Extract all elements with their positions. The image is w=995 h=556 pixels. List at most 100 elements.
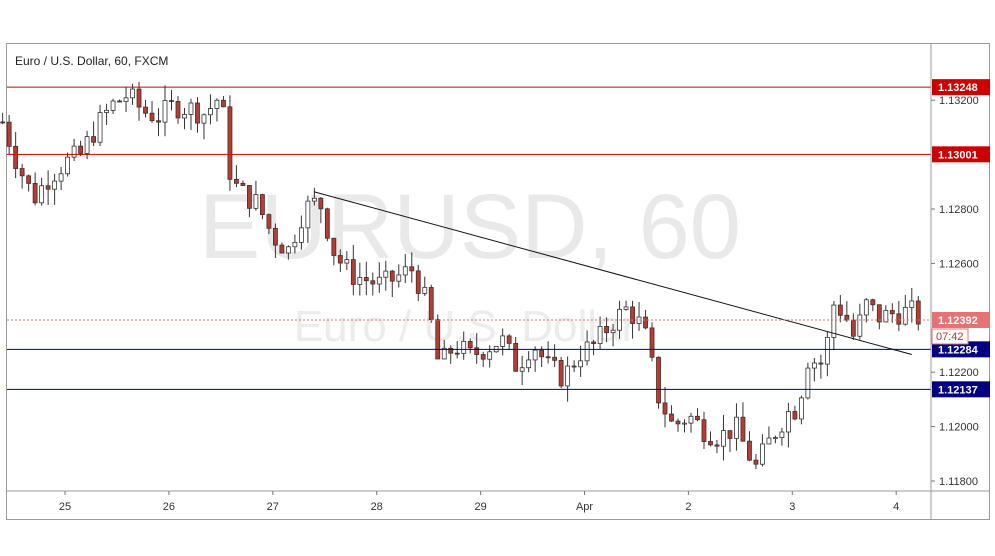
candle-body [78, 145, 83, 154]
candle-body [747, 440, 752, 461]
candle-body [396, 274, 402, 282]
candle-body [221, 99, 226, 108]
candle-body [461, 340, 467, 354]
candle-body [409, 266, 415, 272]
candle-body [422, 287, 428, 294]
candle-body [863, 299, 869, 316]
candle-body [357, 277, 363, 285]
candle-body [104, 109, 109, 113]
candle-body [591, 341, 596, 344]
candle-body [266, 214, 272, 229]
candle-body [773, 437, 778, 439]
candle-body [71, 145, 77, 158]
candle-body [214, 99, 220, 109]
support-tag [932, 381, 990, 398]
candle-body [130, 88, 135, 99]
candle-body [162, 100, 168, 123]
candle-body [383, 270, 389, 278]
candle-body [902, 307, 908, 325]
candle-body [363, 277, 369, 282]
candle-body [234, 178, 239, 184]
candle-body [441, 347, 447, 360]
candle-body [428, 287, 434, 320]
candle-body [474, 347, 480, 355]
candle-body [376, 276, 382, 285]
candle-body [578, 360, 584, 368]
y-tick-label: 1.12000 [939, 422, 979, 434]
candle-body [253, 194, 259, 209]
candle-body [714, 444, 720, 447]
candle-body [798, 397, 804, 420]
candle-body [779, 431, 785, 438]
candle-body [792, 411, 798, 420]
candle-body [467, 340, 473, 349]
candle-body [584, 341, 590, 362]
candle-body [169, 100, 174, 102]
candle-body [260, 194, 265, 215]
candle-body [136, 88, 142, 108]
candle-body [630, 306, 635, 324]
candle-body [84, 136, 90, 154]
candle-body [552, 356, 558, 361]
candle-body [415, 270, 421, 294]
candle-body [889, 310, 895, 315]
resistance-tag [932, 146, 990, 163]
levels-layer: 1.13248 1.13001 1.12284 1.12137 1.12392 07:42 [7, 79, 990, 398]
candle-body [292, 241, 298, 248]
candle-body [805, 367, 811, 399]
candle-body [643, 316, 648, 329]
candle-body [734, 416, 739, 439]
candle-body [448, 347, 454, 354]
candle-body [272, 227, 278, 246]
candle-body [837, 304, 843, 316]
candle-body [480, 354, 486, 360]
candle-body [26, 175, 32, 184]
candle-body [201, 114, 207, 124]
y-tick-label: 1.13200 [939, 95, 979, 107]
watermark-symbol: EURUSD, 60 [199, 176, 741, 278]
candle-body [65, 156, 70, 175]
chart-frame [6, 43, 990, 520]
candle-body [6, 121, 12, 147]
support-tag [932, 341, 990, 358]
candle-body [688, 415, 694, 424]
candle-body [305, 200, 311, 229]
candle-body [175, 100, 181, 119]
candle-body [143, 106, 148, 114]
candle-body [344, 259, 350, 264]
candle-body [149, 112, 155, 122]
candle-body [324, 208, 330, 239]
candle-body [526, 359, 532, 369]
candle-body [896, 313, 902, 325]
candle-body [545, 356, 551, 359]
candle-body [500, 335, 506, 347]
candle-body [915, 300, 921, 325]
x-tick-label: 27 [267, 501, 279, 513]
candle-body [695, 415, 700, 421]
candle-body [311, 197, 317, 202]
candle-body [831, 304, 837, 338]
candle-body [435, 319, 441, 360]
candle-body [760, 443, 765, 465]
candle-body [227, 106, 233, 180]
candle-body [870, 299, 876, 306]
candle-body [117, 100, 122, 103]
candle-body [350, 259, 356, 285]
candle-body [402, 266, 408, 276]
candle-body [740, 416, 746, 442]
x-tick-label: 28 [371, 501, 383, 513]
x-tick-label: 25 [59, 501, 71, 513]
resistance-tag-label: 1.13001 [938, 149, 978, 161]
candle-body [824, 336, 830, 365]
candle-body [240, 182, 246, 186]
candle-body [506, 335, 512, 344]
candle-body [247, 185, 252, 209]
candle-body [610, 329, 616, 334]
y-tick-label: 1.11800 [939, 476, 978, 488]
support-tag-label: 1.12284 [938, 344, 979, 356]
candle-body [669, 413, 674, 422]
bar-timer-tag [931, 328, 969, 345]
candle-body [32, 182, 38, 204]
candle-body [298, 227, 304, 243]
